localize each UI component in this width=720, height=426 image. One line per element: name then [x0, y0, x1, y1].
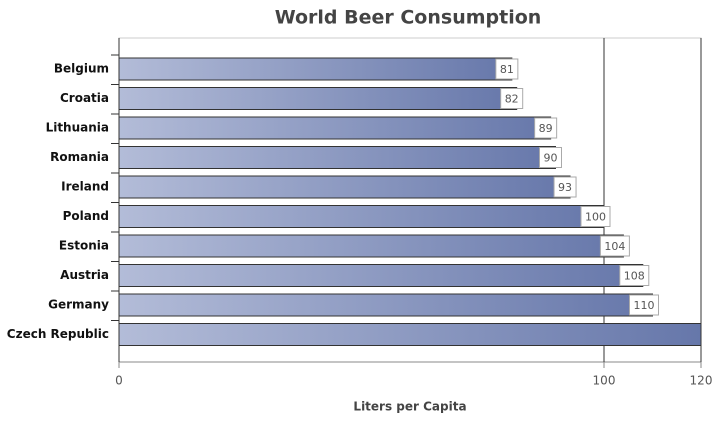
y-tick-label: Austria: [60, 268, 109, 282]
y-tick-label: Estonia: [59, 239, 109, 253]
bar: [118, 175, 571, 199]
bar: [118, 205, 605, 228]
x-tick-label: 120: [690, 374, 713, 388]
bar: [118, 146, 556, 169]
value-label: 110: [634, 299, 655, 312]
value-label: 81: [500, 63, 514, 76]
value-label-box: [495, 58, 519, 80]
y-tick-label: Croatia: [60, 91, 109, 105]
y-tick-label: Ireland: [61, 180, 109, 194]
value-label-box: [553, 176, 577, 198]
bar: [118, 234, 624, 258]
bar: [118, 57, 513, 81]
y-tick-label: Poland: [63, 209, 109, 223]
value-label-box: [629, 294, 659, 316]
value-label-box: [534, 117, 558, 139]
value-label: 104: [604, 240, 625, 253]
value-label-box: [500, 88, 524, 109]
x-tick-label: 0: [115, 374, 123, 388]
y-tick-label: Czech Republic: [7, 327, 109, 341]
value-label: 90: [544, 152, 558, 165]
value-label: 89: [539, 122, 553, 135]
value-label: 100: [585, 211, 606, 224]
value-label-box: [539, 147, 562, 168]
value-label: 82: [505, 93, 519, 106]
value-label: 93: [558, 181, 572, 194]
bar: [118, 293, 653, 317]
chart-title: World Beer Consumption: [275, 7, 542, 29]
value-label: 108: [624, 270, 645, 283]
bar: [118, 116, 552, 140]
x-axis-label: Liters per Capita: [353, 400, 466, 414]
y-tick-label: Germany: [48, 298, 109, 312]
value-label-box: [580, 206, 611, 227]
bar: [118, 323, 702, 346]
y-tick-label: Lithuania: [46, 121, 109, 135]
bar: [118, 264, 644, 287]
x-tick-label: 100: [593, 374, 616, 388]
y-tick-label: Romania: [50, 150, 109, 164]
bar: [118, 87, 518, 110]
value-label-box: [599, 235, 630, 257]
y-tick-label: Belgium: [54, 62, 109, 76]
value-label-box: [619, 265, 650, 286]
